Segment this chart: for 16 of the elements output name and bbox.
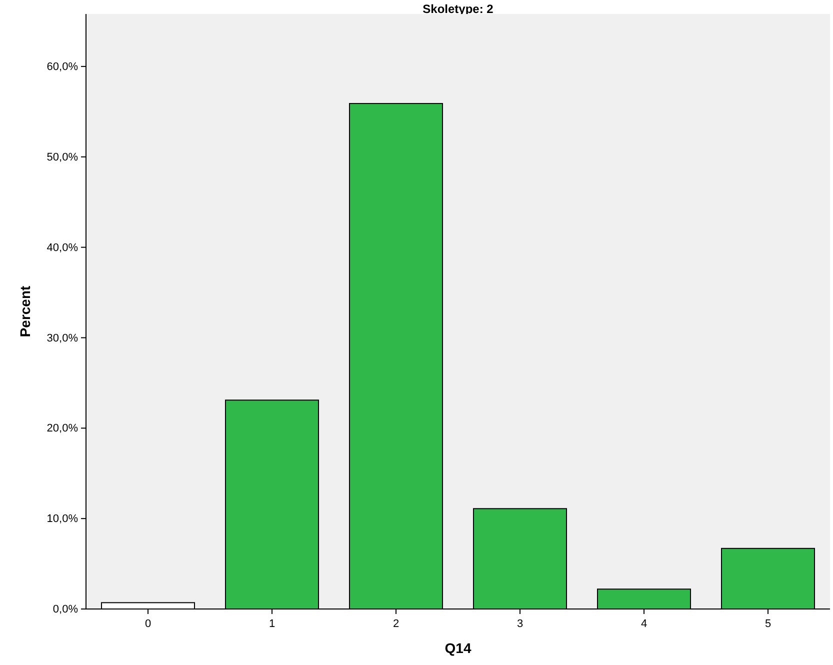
y-tick-label: 60,0% [46,60,78,73]
y-tick-label: 40,0% [46,242,78,254]
y-tick-label: 30,0% [46,332,78,344]
y-tick-label: 10,0% [46,513,78,526]
y-axis-title: Percent [17,285,33,338]
x-tick-label: 5 [764,618,772,630]
y-tick-label: 20,0% [46,422,78,435]
x-axis-title: Q14 [444,640,472,656]
x-tick-label: 2 [392,618,400,630]
x-tick-label: 1 [268,618,276,630]
chart-title: Skoletype: 2 [422,2,494,16]
x-tick-label: 0 [144,618,152,630]
x-tick-label: 3 [516,618,524,630]
y-tick-label: 0,0% [52,604,78,616]
x-tick-label: 4 [640,618,648,630]
y-tick-label: 50,0% [46,151,78,164]
